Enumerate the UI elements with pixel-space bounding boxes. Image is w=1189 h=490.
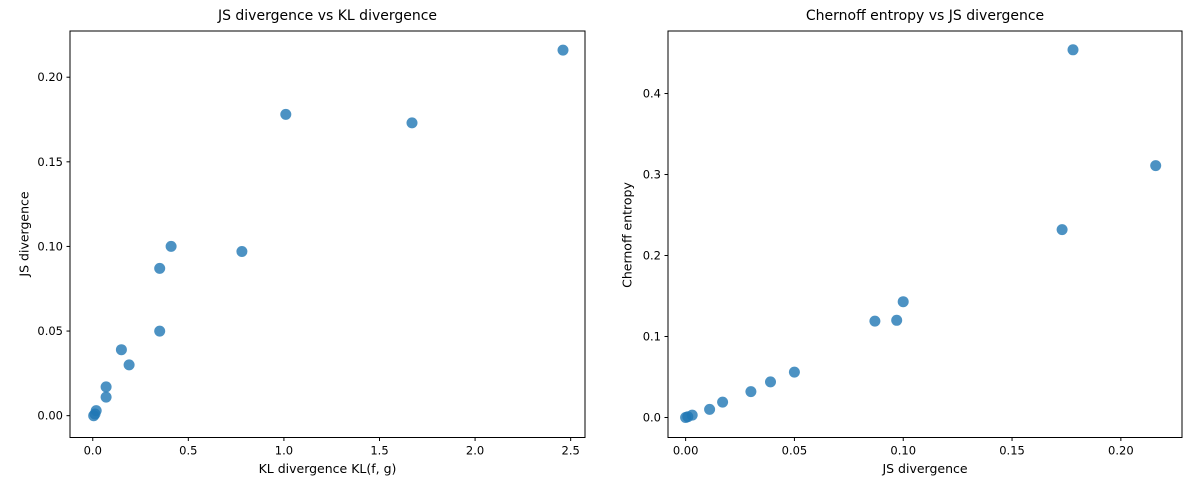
- data-point: [100, 391, 112, 403]
- y-tick-label: 0.05: [37, 324, 63, 338]
- x-tick-label: 2.0: [466, 444, 484, 458]
- axes-frame: [69, 30, 586, 438]
- x-tick-label: 0.20: [1108, 444, 1134, 458]
- data-point: [90, 405, 102, 417]
- data-point: [686, 409, 698, 421]
- data-point: [154, 325, 166, 337]
- data-point: [406, 117, 418, 129]
- data-point: [1150, 160, 1162, 172]
- y-tick-label: 0.1: [643, 330, 661, 344]
- y-tick-label: 0.4: [643, 87, 661, 101]
- x-tick-label: 0.5: [179, 444, 197, 458]
- x-tick-label: 0.05: [782, 444, 808, 458]
- data-point: [115, 344, 127, 356]
- y-tick-label: 0.20: [37, 70, 63, 84]
- data-point: [236, 246, 248, 257]
- right-plot-y-axis-label: Chernoff entropy: [619, 182, 635, 288]
- x-tick-label: 1.5: [370, 444, 388, 458]
- data-point: [100, 381, 112, 393]
- data-point: [557, 44, 569, 56]
- left-plot-title: JS divergence vs KL divergence: [217, 8, 438, 24]
- y-tick-label: 0.00: [37, 409, 63, 423]
- data-point: [891, 314, 903, 326]
- data-point: [1067, 44, 1079, 56]
- left-plot: 0.0 0.5 1.0 1.5 2.0 2.5 0.00 0.05 0.10 0.15 0.20: [37, 30, 586, 458]
- y-tick-label: 0.0: [643, 410, 661, 424]
- data-point: [704, 403, 716, 415]
- data-point: [788, 366, 800, 378]
- y-tick-label: 0.2: [643, 249, 661, 263]
- x-tick-label: 0.10: [890, 444, 916, 458]
- data-point: [869, 315, 881, 327]
- data-point: [765, 376, 776, 388]
- data-point: [165, 240, 177, 252]
- left-plot-y-axis-label: JS divergence: [16, 191, 32, 277]
- x-tick-label: 0.00: [673, 444, 699, 458]
- y-tick-label: 0.15: [37, 155, 63, 169]
- right-plot: 0.00 0.05 0.10 0.15 0.20 0.0 0.1 0.2 0.3 0.4: [643, 30, 1183, 458]
- data-point: [1056, 224, 1068, 236]
- right-plot-x-axis-label: JS divergence: [882, 461, 968, 476]
- right-plot-title: Chernoff entropy vs JS divergence: [805, 8, 1045, 24]
- data-point: [897, 296, 909, 308]
- data-point: [717, 396, 729, 408]
- y-tick-label: 0.3: [643, 168, 661, 182]
- y-tick-label: 0.10: [37, 239, 63, 253]
- left-plot-x-axis-label: KL divergence KL(f, g): [258, 461, 397, 476]
- x-tick-label: 2.5: [562, 444, 580, 458]
- axes-frame: [667, 30, 1183, 438]
- x-tick-label: 0.15: [999, 444, 1025, 458]
- data-point: [154, 262, 166, 274]
- x-tick-label: 0.0: [84, 444, 102, 458]
- data-point: [745, 386, 757, 398]
- x-tick-label: 1.0: [275, 444, 293, 458]
- data-point: [123, 359, 135, 371]
- data-point: [280, 108, 292, 120]
